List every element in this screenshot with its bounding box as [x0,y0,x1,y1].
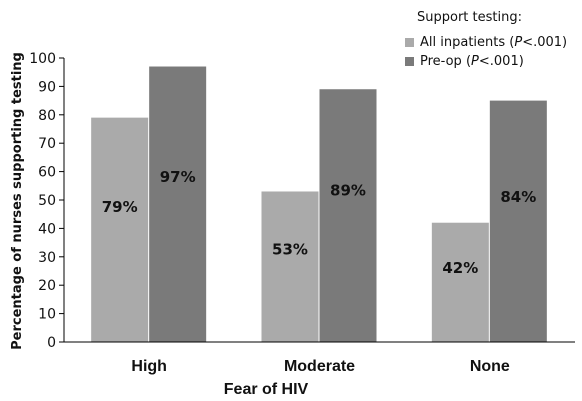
bars: 79% 97% 53% 89% 42% 84% [91,66,547,343]
bar [149,66,207,343]
y-axis: 0 10 20 30 40 50 60 70 80 90 100 [29,51,65,351]
legend-swatch-all-inpatients [405,38,414,47]
y-tick-label: 40 [38,221,56,237]
bar [261,191,319,342]
y-tick-label: 30 [38,250,56,266]
x-category-label: High [131,358,167,375]
x-category-label: None [470,358,510,375]
legend-item-all-inpatients: All inpatients (P<.001) [405,33,580,52]
y-tick-label: 80 [38,108,56,124]
x-axis: High Moderate None [64,341,575,375]
legend-swatch-pre-op [405,57,414,66]
bar [489,100,547,342]
legend-label-pre-op: Pre-op (P<.001) [420,54,524,69]
y-tick-label: 70 [38,136,56,152]
data-label: 42% [442,259,478,277]
data-label: 79% [102,198,138,216]
y-tick-label: 10 [38,307,56,323]
data-label: 97% [160,168,196,186]
y-tick-label: 50 [38,193,56,209]
legend-label-all-inpatients: All inpatients (P<.001) [420,35,568,50]
data-label: 53% [272,241,308,259]
data-label: 84% [500,188,536,206]
bar [91,117,149,342]
legend-title: Support testing: [417,10,522,25]
y-axis-title: Percentage of nurses supporting testing [10,52,25,350]
y-tick-label: 100 [29,51,56,67]
y-tick-label: 20 [38,278,56,294]
legend: Support testing: All inpatients (P<.001)… [405,10,580,71]
bar [319,89,377,343]
y-tick-label: 60 [38,165,56,181]
y-tick-label: 0 [47,335,56,351]
x-category-label: Moderate [284,358,355,375]
x-axis-title: Fear of HIV [224,381,309,398]
legend-item-pre-op: Pre-op (P<.001) [405,52,580,71]
data-label: 89% [330,181,366,199]
bar [431,222,489,342]
y-tick-label: 90 [38,79,56,95]
